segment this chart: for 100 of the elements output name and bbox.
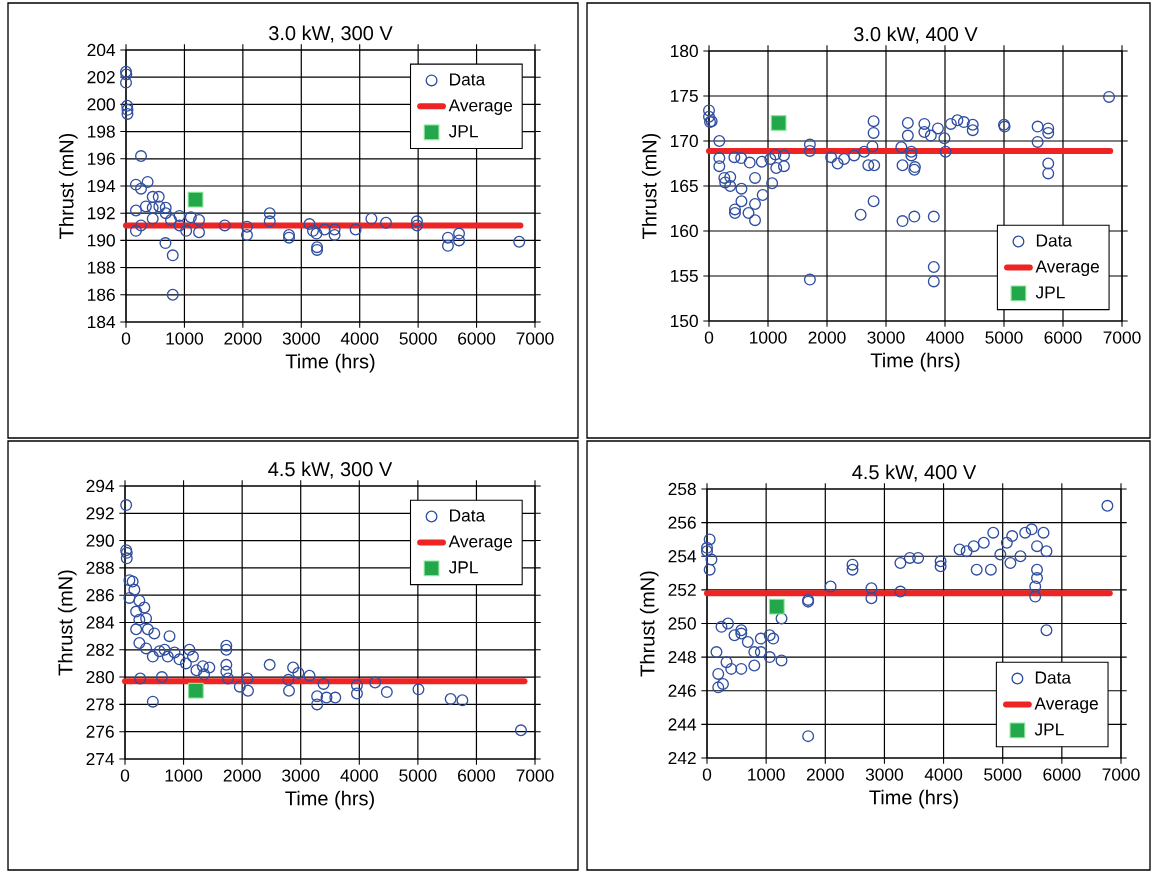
point — [173, 219, 186, 232]
x-tick-label: 4000 — [924, 768, 963, 781]
x-tick-label: 6000 — [1043, 768, 1081, 781]
y-tick-label: 190 — [88, 234, 115, 247]
y-tick-label: 198 — [88, 125, 115, 138]
point — [152, 190, 165, 203]
point — [263, 215, 276, 228]
y-tick-label: 252 — [668, 583, 696, 596]
x-tick-label: 1000 — [750, 331, 787, 344]
legend-label: JPL — [448, 561, 478, 574]
point — [166, 288, 179, 301]
legend-label: Average — [1035, 260, 1099, 276]
y-tick-label: 188 — [88, 261, 115, 274]
chart-title: 4.5 kW, 400 V — [852, 464, 977, 482]
point — [184, 211, 197, 224]
y-tick-label: 274 — [86, 752, 115, 766]
x-tick-label: 3000 — [867, 331, 905, 344]
x-tick-label: 5000 — [984, 768, 1022, 781]
point — [193, 213, 206, 226]
x-tick-label: 4000 — [926, 331, 964, 344]
point — [141, 175, 154, 188]
y-axis-title: Thrust (mN) — [58, 133, 78, 239]
point — [146, 190, 159, 203]
y-tick-label: 165 — [671, 179, 698, 193]
x-tick-label: 2000 — [808, 331, 846, 344]
point — [306, 224, 319, 237]
chart-title: 3.0 kW, 400 V — [854, 26, 978, 44]
point — [166, 249, 179, 262]
point — [318, 223, 331, 236]
point — [410, 215, 423, 228]
point — [380, 216, 393, 229]
point — [410, 219, 423, 232]
x-tick-label: 5000 — [399, 332, 437, 345]
point — [328, 223, 341, 236]
y-tick-label: 246 — [668, 684, 696, 697]
legend-label: JPL — [1034, 723, 1064, 736]
legend-label: Data — [1036, 234, 1073, 247]
x-tick-label: 1000 — [165, 769, 203, 782]
y-tick-label: 284 — [86, 616, 115, 629]
point — [328, 228, 341, 241]
point — [513, 235, 526, 248]
y-tick-label: 192 — [88, 207, 115, 220]
y-tick-label: 160 — [671, 224, 698, 238]
point — [240, 228, 253, 241]
y-tick-label: 194 — [88, 179, 116, 193]
legend-label: Average — [448, 99, 513, 115]
x-tick-label: 3000 — [282, 769, 320, 782]
x-tick-label: 3000 — [282, 332, 320, 345]
point — [240, 220, 253, 233]
x-tick-label: 7000 — [1102, 768, 1140, 781]
point — [121, 99, 134, 112]
y-tick-label: 294 — [86, 479, 115, 493]
point — [218, 219, 231, 232]
y-axis-title: Thrust (mN) — [641, 133, 661, 239]
point — [129, 224, 142, 237]
x-tick-label: 0 — [120, 769, 130, 782]
point — [159, 201, 172, 214]
y-tick-label: 175 — [671, 89, 698, 103]
x-tick-label: 7000 — [1103, 331, 1141, 344]
legend-label: JPL — [1035, 286, 1065, 299]
point — [121, 107, 134, 120]
point — [453, 227, 466, 240]
point — [135, 219, 148, 232]
x-tick-label: 6000 — [458, 332, 496, 345]
y-tick-label: 196 — [88, 152, 115, 165]
x-tick-label: 4000 — [340, 769, 378, 782]
y-tick-label: 282 — [86, 643, 114, 656]
legend-label: JPL — [448, 125, 478, 138]
point — [164, 213, 177, 226]
point — [441, 231, 454, 244]
y-tick-label: 288 — [86, 561, 114, 575]
y-tick-label: 258 — [668, 482, 696, 496]
x-tick-label: 2000 — [223, 769, 261, 782]
x-axis-title: Time (hrs) — [869, 789, 958, 809]
x-tick-label: 6000 — [458, 769, 496, 782]
y-tick-label: 155 — [671, 269, 698, 283]
point — [135, 182, 148, 195]
y-tick-label: 180 — [671, 44, 698, 58]
x-tick-label: 2000 — [806, 768, 844, 781]
y-tick-label: 202 — [87, 71, 115, 84]
legend-label: Data — [450, 73, 486, 86]
legend-label: Data — [450, 509, 486, 522]
point — [159, 237, 172, 250]
legend-label: Average — [1034, 697, 1098, 714]
legend-label: Data — [1035, 671, 1072, 684]
x-tick-label: 4000 — [340, 332, 379, 345]
point — [303, 218, 316, 231]
y-tick-label: 242 — [668, 751, 696, 765]
x-tick-label: 6000 — [1044, 331, 1082, 344]
x-tick-label: 7000 — [516, 769, 554, 782]
x-tick-label: 2000 — [224, 332, 262, 345]
x-axis-title: Time (hrs) — [870, 352, 960, 372]
y-tick-label: 292 — [86, 507, 114, 520]
y-tick-label: 204 — [87, 43, 116, 57]
point — [146, 201, 159, 214]
x-axis-title: Time (hrs) — [285, 790, 374, 810]
point — [349, 223, 362, 236]
y-tick-label: 280 — [86, 670, 114, 684]
point — [129, 204, 142, 217]
point — [180, 224, 193, 237]
